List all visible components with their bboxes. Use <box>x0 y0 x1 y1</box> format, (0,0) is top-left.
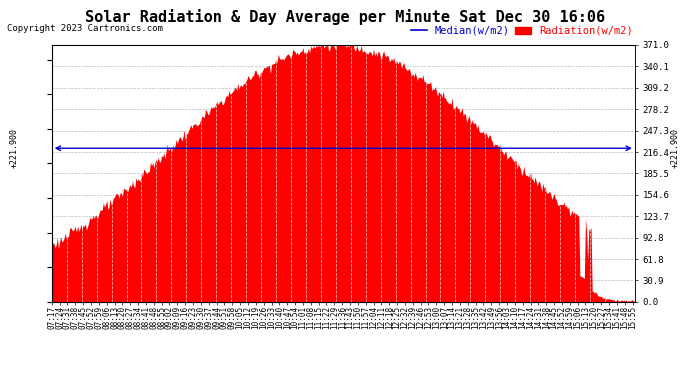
Legend: Median(w/m2), Radiation(w/m2): Median(w/m2), Radiation(w/m2) <box>411 26 633 36</box>
Text: Copyright 2023 Cartronics.com: Copyright 2023 Cartronics.com <box>7 24 163 33</box>
Text: Solar Radiation & Day Average per Minute Sat Dec 30 16:06: Solar Radiation & Day Average per Minute… <box>85 9 605 26</box>
Text: +221.900: +221.900 <box>670 128 680 168</box>
Text: +221.900: +221.900 <box>9 128 19 168</box>
